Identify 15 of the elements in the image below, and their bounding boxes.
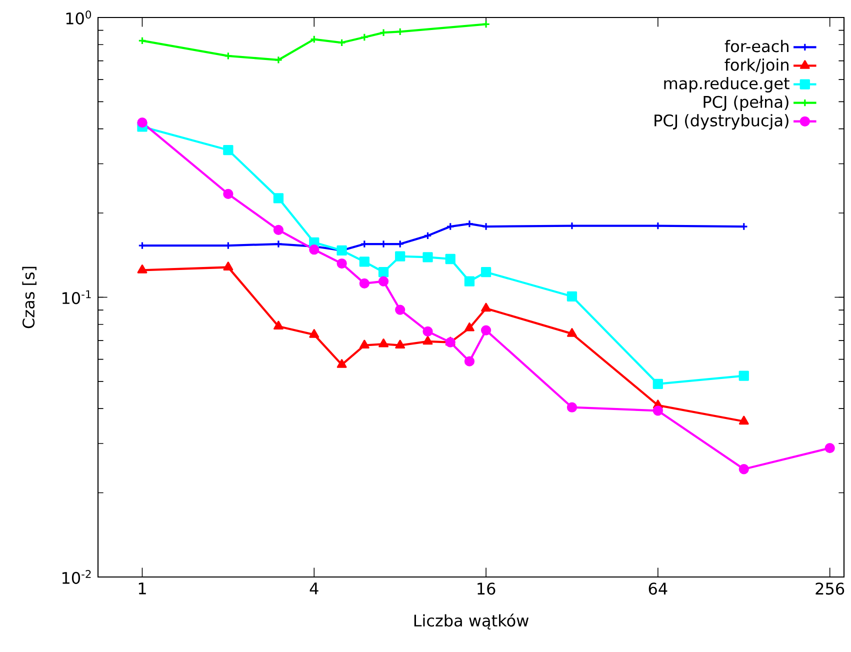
x-tick-label: 256 xyxy=(816,582,844,595)
legend-label: PCJ (dystrybucja) xyxy=(654,114,788,130)
y-tick-label: 10$^{-2}$ xyxy=(62,570,91,584)
y-axis-title: Czas [s] xyxy=(22,266,36,328)
legend-label: PCJ (pełna) xyxy=(704,96,788,112)
x-tick-label: 64 xyxy=(648,582,668,595)
x-tick-label: 1 xyxy=(138,582,146,594)
x-tick-label: 16 xyxy=(478,582,496,595)
y-tick-label: 10$^{0}$ xyxy=(66,10,92,24)
x-axis-title: Liczba wątków xyxy=(414,614,529,630)
legend-label: fork/join xyxy=(724,58,788,74)
x-tick-label: 4 xyxy=(310,582,318,594)
legend-label: for-each xyxy=(724,40,788,52)
y-tick-label: 10$^{-1}$ xyxy=(62,290,91,304)
legend-label: map.reduce.get xyxy=(664,76,790,92)
